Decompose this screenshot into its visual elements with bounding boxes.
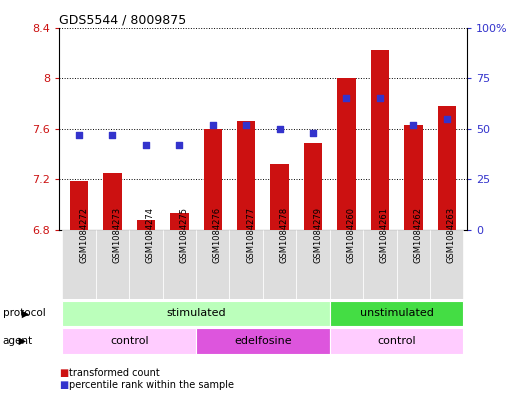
Point (142, 142, 150, 148)
Text: agent: agent (3, 336, 33, 346)
Bar (304, 143, 322, 230)
Bar (430, 230, 463, 299)
Text: control: control (110, 336, 148, 346)
Bar (229, 230, 263, 299)
Text: GSM1084262: GSM1084262 (413, 208, 422, 263)
Text: transformed count: transformed count (69, 367, 160, 378)
Bar (63, 230, 96, 299)
Bar (137, 220, 155, 230)
Text: edelfosine: edelfosine (234, 336, 292, 346)
Text: control: control (378, 336, 416, 346)
Text: stimulated: stimulated (166, 309, 226, 318)
Bar (330, 230, 363, 299)
Text: ■: ■ (59, 380, 68, 390)
Text: GSM1084273: GSM1084273 (112, 208, 122, 263)
Point (209, 121, 217, 128)
Bar (404, 125, 423, 230)
Bar (397, 230, 430, 299)
Bar (63, 328, 196, 354)
Text: GSM1084275: GSM1084275 (180, 208, 188, 263)
Text: GSM1084263: GSM1084263 (447, 208, 456, 263)
Bar (63, 301, 330, 326)
Bar (170, 213, 189, 230)
Bar (196, 230, 229, 299)
Text: percentile rank within the sample: percentile rank within the sample (69, 380, 234, 390)
Text: GDS5544 / 8009875: GDS5544 / 8009875 (59, 13, 186, 26)
Text: GSM1084276: GSM1084276 (213, 208, 222, 263)
Bar (270, 164, 289, 230)
Bar (330, 328, 463, 354)
Text: ▶: ▶ (3, 336, 26, 346)
Point (342, 95, 350, 101)
Text: ▶: ▶ (3, 309, 29, 318)
Bar (129, 230, 163, 299)
Bar (96, 230, 129, 299)
Point (309, 130, 317, 136)
Bar (371, 50, 389, 230)
Point (75, 132, 83, 138)
Bar (163, 230, 196, 299)
Text: GSM1084260: GSM1084260 (346, 208, 356, 263)
Point (409, 121, 418, 128)
Text: GSM1084272: GSM1084272 (79, 208, 88, 263)
Text: ■: ■ (59, 367, 68, 378)
Bar (330, 301, 463, 326)
Point (175, 142, 184, 148)
Text: GSM1084279: GSM1084279 (313, 208, 322, 263)
Text: unstimulated: unstimulated (360, 309, 433, 318)
Bar (438, 106, 456, 230)
Text: protocol: protocol (3, 309, 45, 318)
Point (275, 125, 284, 132)
Bar (263, 230, 297, 299)
Bar (70, 180, 88, 230)
Bar (363, 230, 397, 299)
Bar (297, 230, 330, 299)
Bar (196, 328, 330, 354)
Text: GSM1084261: GSM1084261 (380, 208, 389, 263)
Point (443, 116, 451, 122)
Bar (337, 78, 356, 230)
Bar (103, 173, 122, 230)
Point (108, 132, 116, 138)
Bar (237, 121, 255, 230)
Text: GSM1084277: GSM1084277 (246, 208, 255, 263)
Text: GSM1084274: GSM1084274 (146, 208, 155, 263)
Text: GSM1084278: GSM1084278 (280, 208, 289, 263)
Point (242, 121, 250, 128)
Bar (204, 129, 222, 230)
Point (376, 95, 384, 101)
